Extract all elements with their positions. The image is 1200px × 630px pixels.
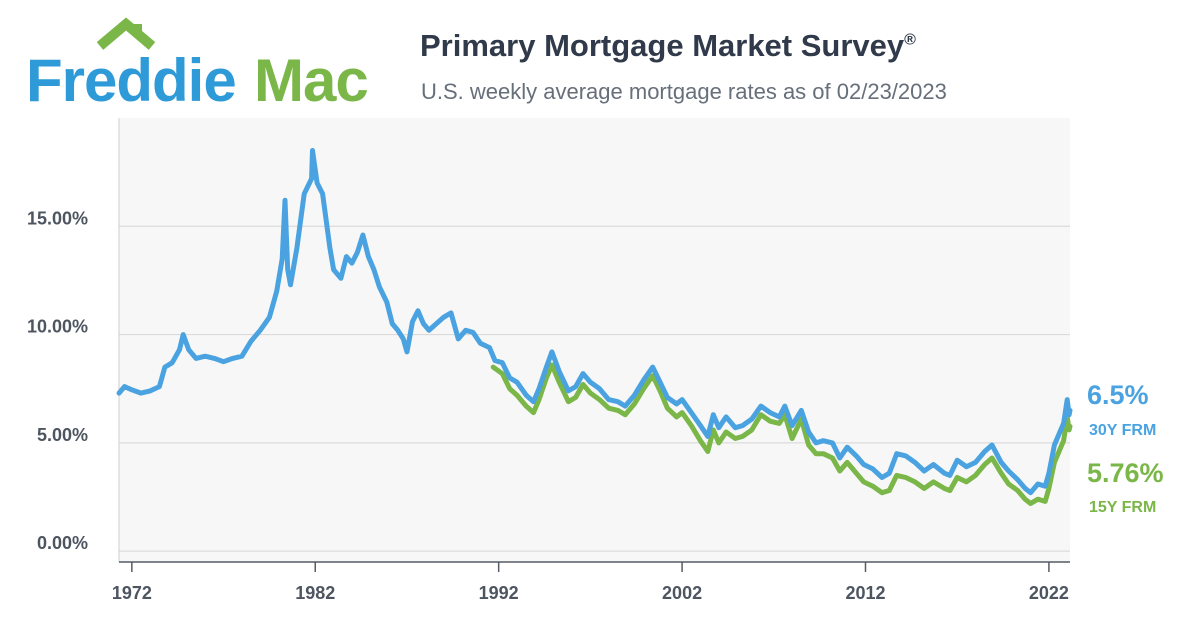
- x-tick-label: 1972: [112, 583, 152, 603]
- x-axis-ticks: 1972 1982 1992 2002 2012 2022: [112, 562, 1069, 603]
- chart-subtitle: U.S. weekly average mortgage rates as of…: [421, 79, 947, 104]
- plot-area: [119, 118, 1070, 562]
- freddie-mac-logo: Freddie Mac: [22, 16, 382, 114]
- y-tick-label: 5.00%: [37, 425, 88, 445]
- chart-title: Primary Mortgage Market Survey®: [420, 28, 916, 64]
- series-30y-label: 30Y FRM: [1089, 422, 1157, 439]
- series-15y-end-value: 5.76%: [1087, 458, 1164, 488]
- logo-word-mac: Mac: [254, 47, 369, 114]
- y-tick-label: 0.00%: [37, 533, 88, 553]
- registered-mark: ®: [904, 31, 916, 49]
- x-tick-label: 2002: [662, 583, 702, 603]
- x-tick-label: 2012: [845, 583, 885, 603]
- gridlines: [118, 118, 1070, 563]
- x-tick-label: 2022: [1029, 583, 1069, 603]
- series-30y-end-value: 6.5%: [1087, 380, 1149, 410]
- x-tick-label: 1982: [295, 583, 335, 603]
- y-axis-ticks: 0.00% 5.00% 10.00% 15.00%: [27, 208, 88, 553]
- logo-word-freddie: Freddie: [26, 47, 237, 114]
- chart-title-text: Primary Mortgage Market Survey: [420, 28, 905, 63]
- house-roof-icon: [96, 17, 156, 50]
- series-15y-label: 15Y FRM: [1089, 499, 1157, 516]
- series-line-15y-frm: [490, 362, 1073, 506]
- series-lines: [116, 148, 1073, 506]
- y-tick-label: 15.00%: [27, 208, 88, 228]
- series-line-30y-frm: [116, 148, 1073, 496]
- x-tick-label: 1992: [479, 583, 519, 603]
- y-tick-label: 10.00%: [27, 317, 88, 337]
